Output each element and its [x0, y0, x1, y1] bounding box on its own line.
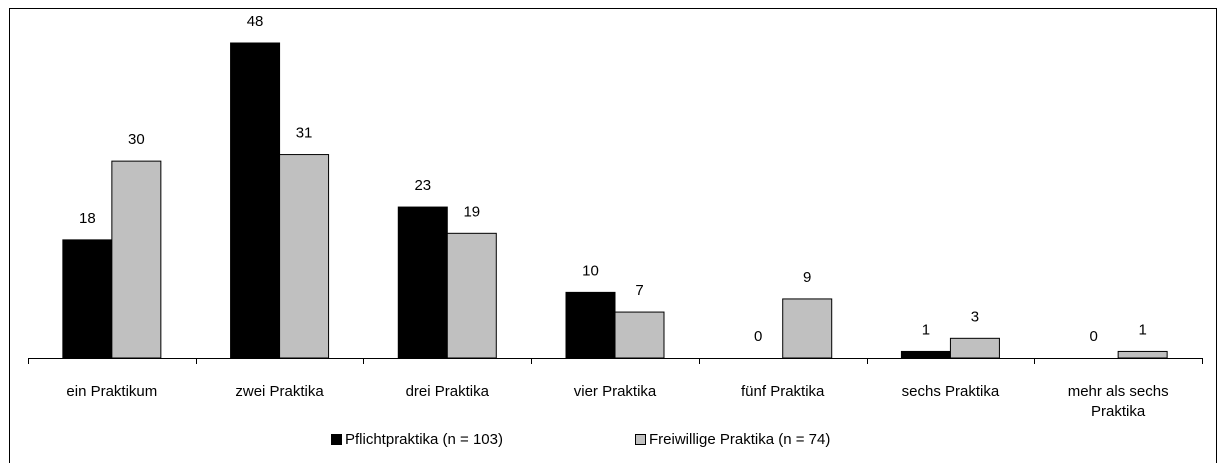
bar: [446, 232, 497, 359]
bar: [397, 206, 448, 359]
value-label: 1: [922, 321, 930, 338]
x-tick-label: vier Praktika: [573, 383, 657, 400]
legend-swatch: [635, 434, 646, 445]
x-tick-label: mehr als sechs Praktika: [1067, 383, 1169, 420]
legend-label: Pflichtpraktika (n = 103): [345, 431, 503, 448]
bar: [949, 337, 1000, 359]
bar: [1117, 350, 1168, 359]
value-label: 0: [1089, 328, 1097, 345]
bar: [614, 311, 665, 359]
value-label: 3: [971, 308, 979, 325]
value-label: 48: [247, 13, 264, 30]
value-label: 1: [1138, 321, 1146, 338]
value-label: 23: [414, 177, 431, 194]
bar: [111, 160, 162, 359]
bar: [62, 239, 113, 359]
x-tick-label: drei Praktika: [405, 383, 489, 400]
value-label: 18: [79, 210, 96, 227]
x-tick-label: ein Praktikum: [66, 383, 158, 400]
legend-label: Freiwillige Praktika (n = 74): [649, 431, 830, 448]
value-label: 0: [754, 328, 762, 345]
legend-swatch: [331, 434, 342, 445]
value-label: 19: [463, 203, 480, 220]
value-label: 30: [128, 131, 145, 148]
frame: [9, 8, 1217, 463]
bar: [900, 350, 951, 359]
x-tick-label: sechs Praktika: [901, 383, 1000, 400]
bar: [565, 291, 616, 359]
x-tick-label: fünf Praktika: [741, 383, 825, 400]
bar: [279, 154, 330, 359]
bar: [782, 298, 833, 359]
value-label: 9: [803, 269, 811, 286]
value-label: 10: [582, 262, 599, 279]
value-label: 31: [296, 125, 313, 142]
bar: [230, 42, 281, 359]
x-tick-label: zwei Praktika: [235, 383, 324, 400]
value-label: 7: [635, 282, 643, 299]
